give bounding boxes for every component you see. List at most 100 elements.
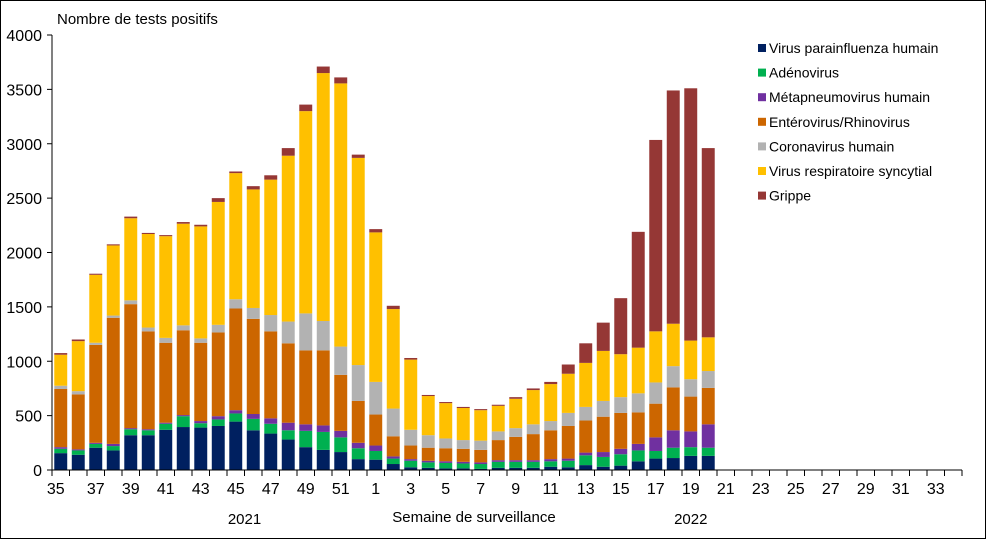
bar-segment-week-51-series-6: [334, 77, 348, 84]
bar-segment-week-14-series-5: [596, 350, 610, 401]
bar-segment-week-17-series-2: [649, 437, 663, 451]
bar-segment-week-14-series-2: [596, 452, 610, 457]
bar-segment-week-2-series-5: [386, 309, 400, 409]
bar-segment-week-43-series-4: [194, 338, 208, 343]
bar-segment-week-15-series-3: [614, 412, 628, 449]
y-tick-label: 1500: [6, 300, 42, 317]
bar-segment-week-19-series-5: [684, 340, 698, 380]
bar-segment-week-39-series-1: [124, 429, 138, 436]
bar-segment-week-9-series-2: [509, 460, 523, 462]
bar-segment-week-2-series-4: [386, 408, 400, 437]
bar-segment-week-14-series-3: [596, 416, 610, 453]
bar-segment-week-5-series-3: [439, 448, 453, 462]
bar-segment-week-3-series-4: [404, 429, 418, 446]
bar-segment-week-51-series-4: [334, 346, 348, 375]
bar-segment-week-49-series-3: [299, 350, 313, 425]
bar-segment-week-51-series-2: [334, 430, 348, 438]
bar-segment-week-48-series-5: [281, 155, 295, 322]
bar-segment-week-8-series-0: [491, 467, 505, 470]
bar-segment-week-38-series-0: [106, 450, 120, 470]
bar-segment-week-52-series-2: [351, 442, 365, 449]
bar-segment-week-16-series-1: [631, 450, 645, 462]
bar-segment-week-47-series-6: [264, 175, 278, 180]
x-tick-label: 15: [612, 481, 630, 498]
bar-segment-week-49-series-5: [299, 111, 313, 314]
bar-segment-week-44-series-3: [211, 332, 225, 417]
bar-segment-week-20-series-3: [701, 387, 715, 425]
bar-segment-week-13-series-3: [579, 420, 593, 453]
bar-segment-week-6-series-3: [456, 448, 470, 462]
bar-segment-week-44-series-5: [211, 201, 225, 325]
bar-segment-week-17-series-0: [649, 458, 663, 470]
bar-segment-week-42-series-1: [176, 416, 190, 428]
bar-segment-week-48-series-2: [281, 422, 295, 431]
bar-segment-week-11-series-0: [544, 466, 558, 470]
bar-segment-week-39-series-5: [124, 218, 138, 301]
bar-segment-week-46-series-2: [246, 413, 260, 419]
bar-segment-week-39-series-4: [124, 300, 138, 305]
bar-segment-week-45-series-1: [229, 413, 243, 422]
bar-segment-week-40-series-0: [141, 435, 155, 470]
bar-segment-week-46-series-5: [246, 189, 260, 308]
x-tick-label: 49: [297, 481, 315, 498]
bar-segment-week-35-series-4: [54, 385, 68, 389]
bar-segment-week-36-series-3: [71, 394, 85, 450]
bar-segment-week-5-series-4: [439, 438, 453, 449]
bar-segment-week-6-series-1: [456, 463, 470, 469]
x-tick-label: 37: [87, 481, 105, 498]
bar-segment-week-9-series-3: [509, 436, 523, 461]
bar-segment-week-45-series-5: [229, 173, 243, 300]
x-tick-label: 33: [927, 481, 945, 498]
y-tick-label: 1000: [6, 354, 42, 371]
bar-segment-week-12-series-3: [561, 425, 575, 459]
bar-segment-week-38-series-6: [106, 244, 120, 246]
bar-segment-week-4-series-5: [421, 396, 435, 436]
bar-segment-week-42-series-0: [176, 427, 190, 470]
legend-label: Adénovirus: [769, 65, 839, 81]
bar-segment-week-4-series-3: [421, 447, 435, 461]
bar-segment-week-48-series-4: [281, 321, 295, 344]
bar-segment-week-47-series-2: [264, 418, 278, 424]
legend-label: Grippe: [769, 188, 811, 204]
bar-segment-week-50-series-1: [316, 431, 330, 450]
bar-segment-week-50-series-4: [316, 321, 330, 351]
bar-segment-week-43-series-0: [194, 427, 208, 470]
bar-segment-week-3-series-3: [404, 445, 418, 460]
bar-segment-week-1-series-1: [369, 450, 383, 460]
bar-segment-week-38-series-1: [106, 446, 120, 451]
bar-segment-week-14-series-0: [596, 466, 610, 470]
bar-segment-week-8-series-5: [491, 405, 505, 432]
bar-segment-week-18-series-5: [666, 323, 680, 367]
bar-segment-week-6-series-6: [456, 406, 470, 409]
bar-segment-week-9-series-4: [509, 428, 523, 437]
bar-segment-week-2-series-0: [386, 464, 400, 470]
legend-swatch: [758, 68, 766, 77]
bar-segment-week-19-series-2: [684, 431, 698, 448]
bar-segment-week-38-series-3: [106, 317, 120, 444]
bar-segment-week-18-series-3: [666, 387, 680, 431]
x-tick-label: 41: [157, 481, 175, 498]
bar-segment-week-9-series-1: [509, 461, 523, 468]
bar-segment-week-8-series-1: [491, 461, 505, 468]
bar-segment-week-10-series-0: [526, 467, 540, 470]
y-tick-label: 4000: [6, 28, 42, 45]
bar-segment-week-19-series-3: [684, 396, 698, 432]
bar-segment-week-5-series-2: [439, 461, 453, 463]
bar-segment-week-40-series-4: [141, 327, 155, 332]
bar-segment-week-6-series-2: [456, 461, 470, 464]
bar-segment-week-4-series-6: [421, 394, 435, 397]
bar-segment-week-52-series-5: [351, 157, 365, 366]
bar-segment-week-35-series-6: [54, 353, 68, 355]
bar-segment-week-44-series-2: [211, 416, 225, 420]
bar-segment-week-3-series-0: [404, 467, 418, 470]
x-tick-label: 11: [542, 481, 559, 498]
bar-segment-week-7-series-6: [474, 409, 488, 411]
x-tick-label: 3: [406, 481, 415, 498]
x-tick-label: 39: [122, 481, 140, 498]
y-axis-title: Nombre de tests positifs: [57, 11, 218, 28]
bar-segment-week-15-series-2: [614, 448, 628, 455]
bar-segment-week-49-series-6: [299, 104, 313, 112]
bar-segment-week-15-series-6: [614, 298, 628, 355]
bar-segment-week-6-series-0: [456, 468, 470, 470]
